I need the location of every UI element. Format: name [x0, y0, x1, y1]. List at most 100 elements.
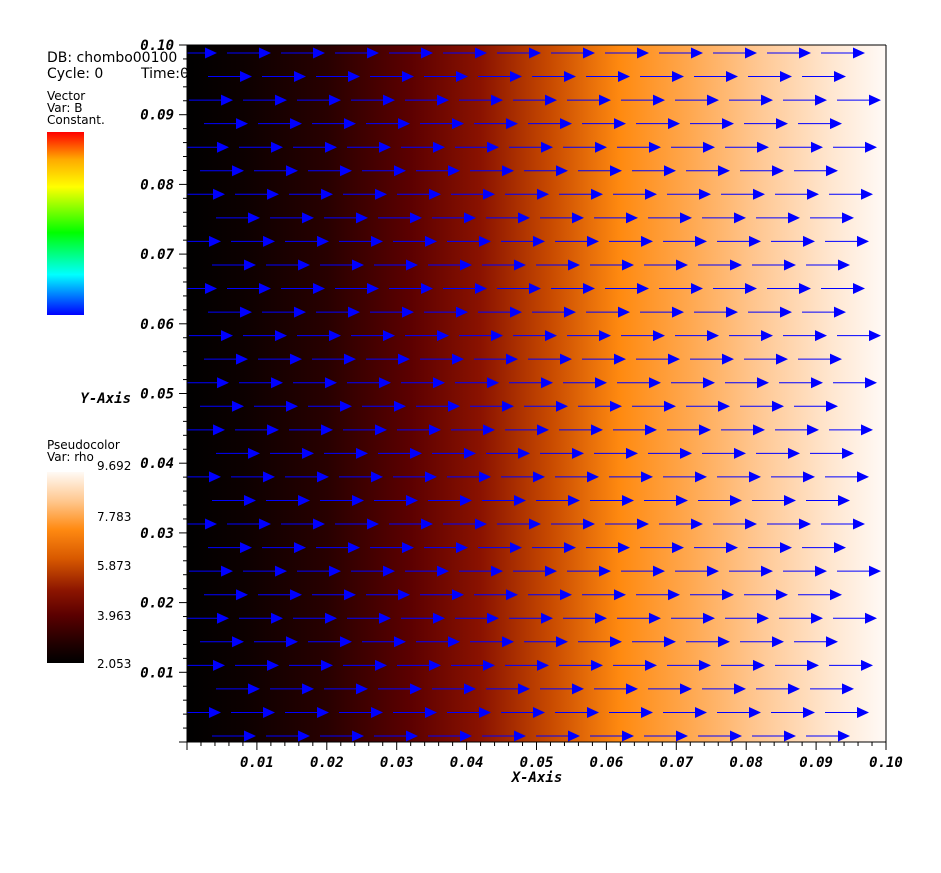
- vector-head: [649, 612, 661, 624]
- vector-head: [452, 353, 464, 365]
- vector-head: [703, 377, 715, 389]
- pseudocolor-legend-title: Pseudocolor: [47, 438, 120, 452]
- vector-head: [730, 730, 742, 742]
- vector-head: [807, 188, 819, 200]
- vector-head: [240, 306, 252, 318]
- vector-head: [448, 400, 460, 412]
- vector-head: [838, 259, 850, 271]
- y-tick-label: 0.07: [140, 247, 174, 263]
- vector-head: [722, 118, 734, 130]
- x-tick-label: 0.06: [590, 755, 624, 771]
- vector-head: [313, 47, 325, 59]
- pseudocolor-colorbar: [47, 472, 84, 663]
- vector-head: [325, 377, 337, 389]
- vector-head: [421, 518, 433, 530]
- vector-head: [830, 589, 842, 601]
- vector-head: [437, 330, 449, 342]
- vector-head: [394, 400, 406, 412]
- vector-head: [653, 330, 665, 342]
- vector-head: [464, 683, 476, 695]
- vector-head: [699, 424, 711, 436]
- vector-head: [479, 471, 491, 483]
- vector-head: [537, 424, 549, 436]
- vector-head: [244, 494, 256, 506]
- vector-head: [757, 141, 769, 153]
- vector-head: [664, 165, 676, 177]
- vector-head: [799, 283, 811, 295]
- vector-head: [437, 565, 449, 577]
- y-tick-label: 0.03: [140, 526, 174, 542]
- vector-head: [726, 71, 738, 83]
- vector-head: [506, 118, 518, 130]
- x-tick-label: 0.01: [240, 755, 274, 771]
- x-tick-label: 0.02: [310, 755, 344, 771]
- vector-head: [344, 589, 356, 601]
- vector-head: [402, 542, 414, 554]
- vector-head: [807, 424, 819, 436]
- vector-head: [275, 565, 287, 577]
- vector-head: [375, 188, 387, 200]
- vector-head: [502, 165, 514, 177]
- vector-head: [622, 259, 634, 271]
- vector-head: [433, 377, 445, 389]
- vector-head: [267, 659, 279, 671]
- vector-head: [668, 118, 680, 130]
- y-tick-label: 0.01: [140, 665, 174, 681]
- vector-head: [537, 659, 549, 671]
- tick-layer: [179, 44, 887, 750]
- vector-head: [317, 706, 329, 718]
- vector-head: [599, 330, 611, 342]
- vector-head: [317, 471, 329, 483]
- y-tick-label: 0.06: [140, 317, 174, 333]
- vector-head: [691, 283, 703, 295]
- vector-head: [730, 259, 742, 271]
- vector-head: [302, 683, 314, 695]
- vector-head: [348, 542, 360, 554]
- vector-head: [286, 165, 298, 177]
- x-tick-label: 0.03: [380, 755, 414, 771]
- vector-head: [352, 494, 364, 506]
- vector-head: [583, 47, 595, 59]
- vector-head: [429, 424, 441, 436]
- vector-head: [668, 353, 680, 365]
- vector-head: [780, 542, 792, 554]
- vector-head: [676, 730, 688, 742]
- vector-head: [826, 400, 838, 412]
- vector-head: [429, 188, 441, 200]
- vector-head: [371, 235, 383, 247]
- vector-head: [680, 212, 692, 224]
- vector-head: [213, 424, 225, 436]
- vector-head: [329, 94, 341, 106]
- vector-head: [286, 636, 298, 648]
- vector-head: [556, 636, 568, 648]
- vector-head: [263, 471, 275, 483]
- vector-head: [680, 683, 692, 695]
- vector-head: [205, 518, 217, 530]
- vector-head: [668, 589, 680, 601]
- vector-head: [664, 636, 676, 648]
- vector-head: [664, 400, 676, 412]
- vector-head: [599, 565, 611, 577]
- rho-field: [187, 45, 886, 742]
- db-label: DB: chombo00100: [47, 50, 178, 66]
- vector-head: [271, 141, 283, 153]
- vector-head: [568, 494, 580, 506]
- vector-head: [541, 612, 553, 624]
- vector-head: [699, 188, 711, 200]
- vector-head: [545, 330, 557, 342]
- vector-head: [645, 424, 657, 436]
- vector-head: [483, 424, 495, 436]
- vector-head: [248, 683, 260, 695]
- vector-head: [560, 589, 572, 601]
- vector-head: [595, 141, 607, 153]
- x-tick-label: 0.05: [520, 755, 554, 771]
- vector-head: [680, 447, 692, 459]
- vector-head: [240, 542, 252, 554]
- vector-head: [383, 94, 395, 106]
- vector-head: [761, 330, 773, 342]
- vector-head: [587, 471, 599, 483]
- vector-head: [394, 636, 406, 648]
- vector-head: [564, 71, 576, 83]
- vector-head: [236, 353, 248, 365]
- vector-head: [221, 94, 233, 106]
